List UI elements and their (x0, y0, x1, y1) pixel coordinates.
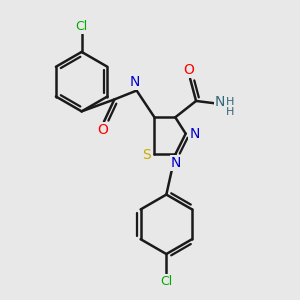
Text: N: N (171, 156, 181, 170)
Text: H: H (226, 97, 234, 106)
Text: O: O (183, 63, 194, 77)
Text: O: O (97, 123, 108, 137)
Text: H: H (226, 107, 234, 117)
Text: Cl: Cl (160, 275, 172, 288)
Text: N: N (189, 127, 200, 141)
Text: Cl: Cl (76, 20, 88, 33)
Text: S: S (142, 148, 151, 162)
Text: N: N (130, 75, 140, 89)
Text: N: N (215, 94, 225, 109)
